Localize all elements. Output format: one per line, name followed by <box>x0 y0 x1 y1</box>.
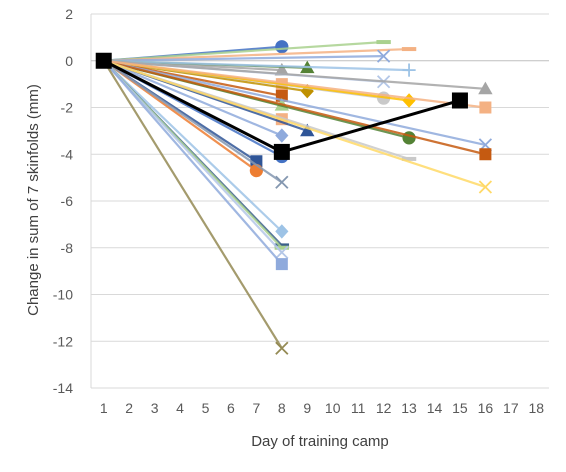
data-point <box>401 47 417 52</box>
x-tick-label: 18 <box>528 400 544 416</box>
data-point <box>273 143 290 160</box>
series <box>103 40 391 62</box>
x-tick-label: 9 <box>303 400 311 416</box>
y-tick-label: -8 <box>61 240 74 256</box>
x-tick-label: 12 <box>376 400 392 416</box>
data-point-stroke <box>275 341 289 355</box>
series <box>102 59 289 239</box>
y-tick-label: -2 <box>61 100 74 116</box>
x-tick-label: 16 <box>478 400 494 416</box>
series-line <box>103 59 486 156</box>
x-tick-label: 1 <box>100 400 108 416</box>
data-point <box>275 245 289 260</box>
data-point-stroke <box>275 245 289 260</box>
data-point <box>275 258 288 271</box>
data-point <box>479 101 492 114</box>
x-tick-label: 15 <box>452 400 468 416</box>
data-point <box>275 128 289 143</box>
data-point <box>478 180 493 194</box>
y-tick-label: -4 <box>61 146 74 162</box>
x-tick-label: 11 <box>351 400 366 416</box>
series-line <box>103 59 283 184</box>
x-tick-label: 2 <box>125 400 133 416</box>
x-tick-label: 5 <box>202 400 210 416</box>
series <box>103 59 493 95</box>
series <box>103 49 391 63</box>
series <box>102 60 289 260</box>
series-line <box>103 59 486 189</box>
series-line <box>103 59 486 90</box>
data-series <box>95 40 493 355</box>
data-point <box>376 49 391 63</box>
y-tick-label: 0 <box>65 53 73 69</box>
data-point-stroke <box>478 180 493 194</box>
series-line <box>103 40 384 62</box>
series-line <box>102 60 283 254</box>
x-tick-label: 8 <box>278 400 286 416</box>
series-line <box>103 59 283 137</box>
x-tick-label: 7 <box>252 400 260 416</box>
data-point <box>402 93 416 108</box>
data-point <box>275 224 289 239</box>
data-point-stroke <box>376 49 391 63</box>
data-point <box>402 63 416 77</box>
data-point <box>275 175 289 189</box>
x-tick-label: 3 <box>151 400 159 416</box>
data-point <box>478 81 493 95</box>
series-line <box>103 59 486 109</box>
series <box>103 59 289 189</box>
data-point <box>401 156 417 161</box>
series-line <box>103 59 410 72</box>
series <box>103 59 493 194</box>
data-point <box>300 123 315 137</box>
data-point <box>275 341 289 355</box>
y-axis-label: Change in sum of 7 skinfolds (mm) <box>25 84 42 316</box>
data-point <box>402 131 416 145</box>
data-point-stroke <box>275 175 289 189</box>
data-point <box>376 40 391 45</box>
data-point <box>95 52 112 69</box>
series-line <box>102 60 283 349</box>
series <box>103 59 416 77</box>
series <box>103 59 492 114</box>
x-tick-label: 17 <box>503 400 519 416</box>
y-tick-label: -12 <box>53 333 73 349</box>
data-point <box>250 155 263 168</box>
y-tick-label: -6 <box>61 193 74 209</box>
series-line <box>103 54 384 62</box>
series <box>103 59 492 161</box>
series <box>102 60 289 355</box>
data-point <box>451 92 468 109</box>
series <box>95 52 468 160</box>
series-line <box>102 60 283 265</box>
series <box>103 59 289 143</box>
x-tick-label: 4 <box>176 400 184 416</box>
data-point <box>274 62 290 76</box>
tick-labels: 20-2-4-6-8-10-12-141 2 3 4 5 6 7 8 9 10 11 12 13 14 15… <box>53 6 545 416</box>
y-tick-label: 2 <box>65 6 73 22</box>
series <box>102 60 288 271</box>
data-point <box>479 148 492 161</box>
x-tick-label: 13 <box>401 400 417 416</box>
y-tick-label: -10 <box>53 287 73 303</box>
series-line <box>103 59 486 146</box>
data-point <box>274 245 290 250</box>
x-tick-label: 6 <box>227 400 235 416</box>
series-line <box>102 59 283 233</box>
x-axis-label: Day of training camp <box>251 433 389 450</box>
x-tick-label: 14 <box>427 400 443 416</box>
data-point <box>274 243 290 248</box>
data-point <box>275 40 289 54</box>
x-tick-label: 10 <box>325 400 341 416</box>
y-tick-label: -14 <box>53 380 73 396</box>
